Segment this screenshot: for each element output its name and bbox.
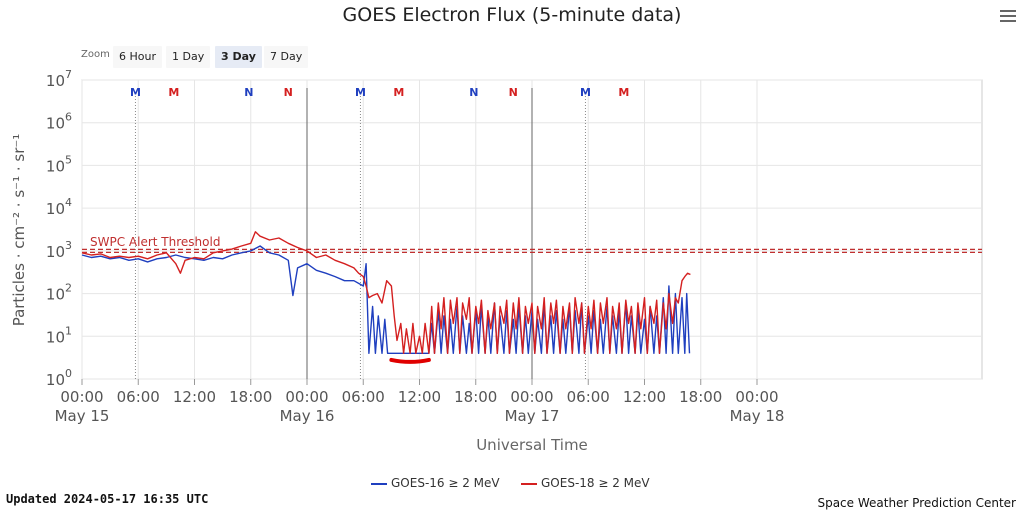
magnetopause-marker: M	[130, 86, 141, 99]
x-axis-label: Universal Time	[476, 436, 588, 454]
legend-goes18[interactable]: GOES-18 ≥ 2 MeV	[521, 476, 650, 490]
y-tick-exponent: 3	[65, 239, 72, 252]
magnetopause-marker: M	[393, 86, 404, 99]
y-tick-exponent: 7	[65, 68, 72, 81]
zoom-6-hour-button[interactable]: 6 Hour	[113, 46, 162, 68]
y-tick-exponent: 1	[65, 324, 72, 337]
zoom-label: Zoom	[81, 49, 110, 60]
x-tick-label: 00:00	[60, 388, 103, 406]
x-tick-label: 00:00	[735, 388, 778, 406]
x-tick-label: 00:00	[510, 388, 553, 406]
x-tick-label: 18:00	[679, 388, 722, 406]
magnetopause-marker: M	[168, 86, 179, 99]
x-date-label: May 16	[280, 407, 335, 425]
y-tick-label: 106	[46, 111, 72, 133]
magnetopause-marker: N	[244, 86, 253, 99]
x-tick-label: 12:00	[173, 388, 216, 406]
y-tick-label: 104	[46, 196, 72, 218]
x-tick-label: 06:00	[342, 388, 385, 406]
y-tick-label: 101	[46, 324, 72, 346]
series-goes18-line	[81, 231, 691, 354]
y-tick-exponent: 5	[65, 153, 72, 166]
zoom-7-day-button[interactable]: 7 Day	[264, 46, 309, 68]
legend-goes18-label: GOES-18 ≥ 2 MeV	[541, 476, 650, 490]
x-date-label: May 17	[505, 407, 560, 425]
y-tick-label: 105	[46, 153, 72, 175]
annotation-underline	[389, 357, 431, 364]
x-tick-label: 12:00	[623, 388, 666, 406]
legend-goes16-swatch	[371, 482, 387, 485]
y-tick-exponent: 0	[65, 367, 72, 380]
magnetopause-marker: N	[509, 86, 518, 99]
legend-goes18-swatch	[521, 482, 537, 485]
magnetopause-marker: M	[355, 86, 366, 99]
zoom-1-day-button[interactable]: 1 Day	[166, 46, 211, 68]
menu-icon[interactable]	[1000, 8, 1016, 22]
x-tick-label: 12:00	[398, 388, 441, 406]
y-axis-label: Particles · cm⁻² · s⁻¹ · sr⁻¹	[10, 134, 28, 327]
y-tick-label: 107	[46, 68, 72, 90]
x-date-label: May 15	[55, 407, 110, 425]
y-tick-label: 103	[46, 239, 72, 261]
legend-goes16-label: GOES-16 ≥ 2 MeV	[391, 476, 500, 490]
magnetopause-marker: N	[284, 86, 293, 99]
magnetopause-marker: M	[618, 86, 629, 99]
x-tick-label: 06:00	[567, 388, 610, 406]
x-tick-label: 00:00	[285, 388, 328, 406]
x-tick-label: 18:00	[229, 388, 272, 406]
magnetopause-marker: M	[580, 86, 591, 99]
chart-title: GOES Electron Flux (5-minute data)	[342, 4, 682, 26]
legend-goes16[interactable]: GOES-16 ≥ 2 MeV	[371, 476, 500, 490]
threshold-label: SWPC Alert Threshold	[90, 235, 220, 249]
y-tick-label: 100	[46, 367, 72, 389]
x-tick-label: 06:00	[117, 388, 160, 406]
magnetopause-marker: N	[469, 86, 478, 99]
y-tick-exponent: 2	[65, 282, 72, 295]
updated-timestamp: Updated 2024-05-17 16:35 UTC	[6, 492, 209, 506]
zoom-3-day-button[interactable]: 3 Day	[215, 46, 262, 68]
credit-text: Space Weather Prediction Center	[817, 496, 1016, 510]
y-tick-exponent: 6	[65, 111, 72, 124]
x-tick-label: 18:00	[454, 388, 497, 406]
y-tick-label: 102	[46, 282, 72, 304]
x-date-label: May 18	[730, 407, 785, 425]
y-tick-exponent: 4	[65, 196, 72, 209]
